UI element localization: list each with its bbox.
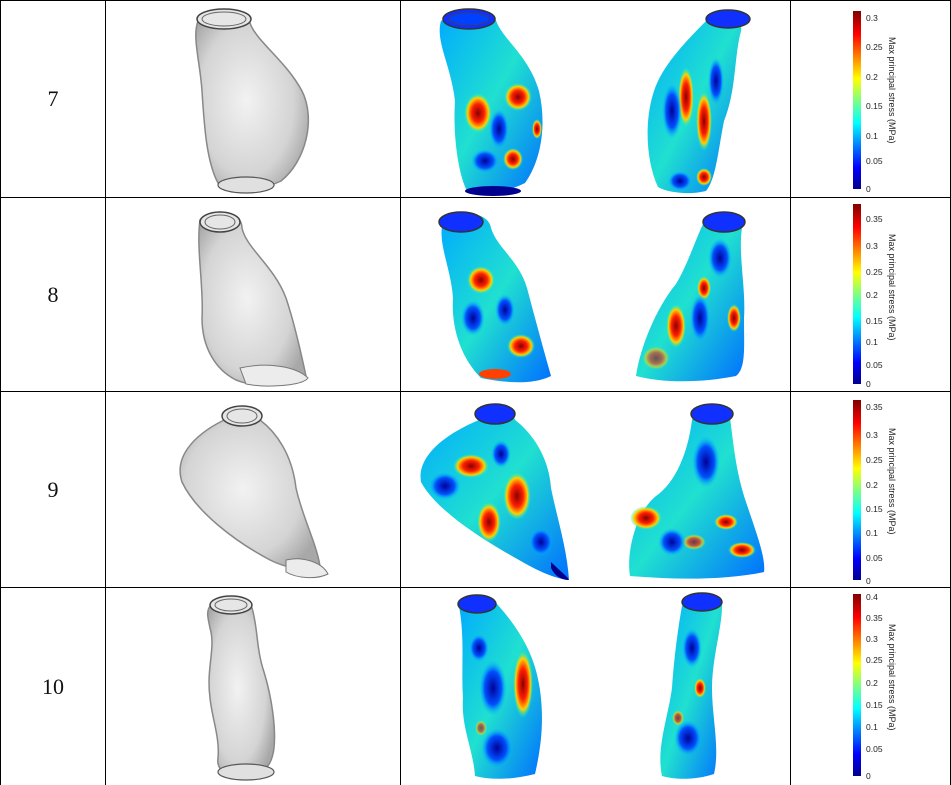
colorbar-tick: 0.1 — [866, 131, 878, 141]
table-divider-3 — [790, 0, 791, 785]
colorbar-tick: 0.15 — [866, 101, 883, 111]
table-divider-1 — [105, 0, 106, 785]
row-divider-1 — [0, 197, 951, 198]
stress-view-b-row9 — [629, 403, 765, 579]
colorbar-tick: 0.4 — [866, 592, 878, 602]
stress-view-b-row7 — [647, 9, 751, 194]
stress-view-b-row8 — [636, 211, 746, 382]
row-label-7: 7 — [47, 86, 59, 111]
colorbar-title: Max principal stress (MPa) — [887, 624, 897, 731]
table-border-top — [0, 0, 951, 1]
colorbar-tick: 0.15 — [866, 316, 883, 326]
colorbar-gradient — [853, 204, 861, 384]
row-label-8: 8 — [47, 281, 59, 307]
colorbar-tick: 0.25 — [866, 42, 883, 52]
colorbar-tick: 0.05 — [866, 744, 883, 754]
colorbar-row8: 0.35 0.3 0.25 0.2 0.15 0.1 0.05 0 Max pr… — [853, 204, 897, 389]
row-label-10: 10 — [42, 673, 64, 699]
colorbar-tick: 0 — [866, 771, 871, 781]
colorbar-tick: 0.3 — [866, 634, 878, 644]
colorbar-tick: 0 — [866, 379, 871, 389]
gray-model-row7 — [195, 8, 310, 194]
colorbar-tick: 0.1 — [866, 528, 878, 538]
colorbar-row7: 0.3 0.25 0.2 0.15 0.1 0.05 0 Max princip… — [853, 11, 897, 194]
colorbar-tick: 0.05 — [866, 553, 883, 563]
colorbar-tick: 0.05 — [866, 360, 883, 370]
colorbar-tick: 0.2 — [866, 678, 878, 688]
colorbar-gradient — [853, 400, 861, 580]
colorbar-tick: 0.05 — [866, 156, 883, 166]
colorbar-tick: 0.3 — [866, 241, 878, 251]
colorbar-tick: 0.1 — [866, 337, 878, 347]
colorbar-tick: 0.35 — [866, 613, 883, 623]
table-divider-2 — [400, 0, 401, 785]
colorbar-tick: 0.25 — [866, 267, 883, 277]
colorbar-row9: 0.35 0.3 0.25 0.2 0.15 0.1 0.05 0 Max pr… — [853, 400, 897, 586]
colorbar-tick: 0 — [866, 184, 871, 194]
colorbar-tick: 0.35 — [866, 402, 883, 412]
gray-model-row9 — [179, 405, 329, 579]
colorbar-title: Max principal stress (MPa) — [887, 37, 897, 144]
stress-view-a-row9 — [420, 403, 569, 580]
colorbar-tick: 0.3 — [866, 430, 878, 440]
colorbar-tick: 0.2 — [866, 290, 878, 300]
colorbar-title: Max principal stress (MPa) — [887, 428, 897, 535]
row-label-9: 9 — [47, 476, 59, 502]
colorbar-title: Max principal stress (MPa) — [887, 234, 897, 341]
gray-model-row8 — [198, 211, 309, 387]
colorbar-tick: 0.25 — [866, 455, 883, 465]
stress-view-b-row10 — [660, 592, 723, 779]
row-divider-2 — [0, 391, 951, 392]
colorbar-tick: 0.2 — [866, 72, 878, 82]
stress-view-a-row7 — [439, 8, 543, 196]
colorbar-gradient — [853, 11, 861, 189]
colorbar-tick: 0.1 — [866, 722, 878, 732]
colorbar-gradient — [853, 594, 861, 776]
colorbar-row10: 0.4 0.35 0.3 0.25 0.2 0.15 0.1 0.05 0 Ma… — [853, 592, 897, 781]
colorbar-tick: 0.25 — [866, 655, 883, 665]
stress-view-a-row10 — [457, 594, 542, 779]
colorbar-tick: 0 — [866, 576, 871, 586]
colorbar-tick: 0.15 — [866, 700, 883, 710]
stress-view-a-row8 — [438, 211, 551, 383]
colorbar-tick: 0.2 — [866, 480, 878, 490]
colorbar-tick: 0.35 — [866, 214, 883, 224]
colorbar-tick: 0.15 — [866, 504, 883, 514]
row-divider-3 — [0, 587, 951, 588]
gray-model-row10 — [206, 595, 276, 781]
colorbar-tick: 0.3 — [866, 13, 878, 23]
table-border-left — [0, 0, 1, 785]
